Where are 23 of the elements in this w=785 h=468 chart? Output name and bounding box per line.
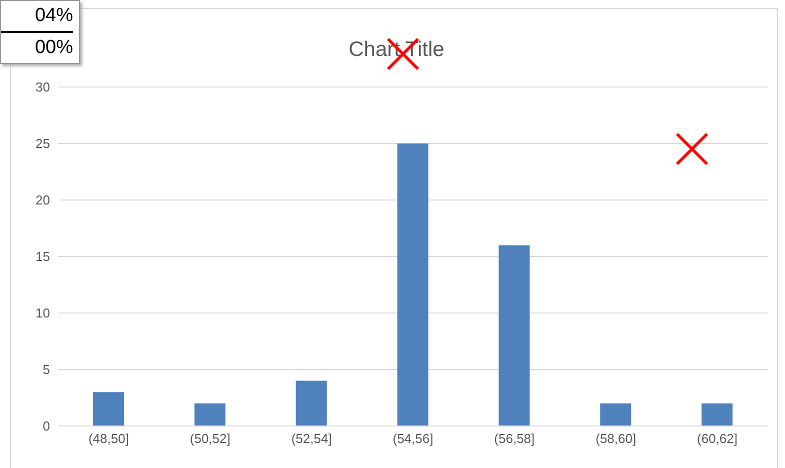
bar (702, 403, 733, 426)
y-tick-label: 30 (36, 80, 50, 95)
text: 00% (1, 31, 73, 63)
bar (296, 380, 327, 426)
x-tick-label: (58,60] (596, 431, 636, 446)
x-tick-label: (50,52] (190, 431, 230, 446)
y-tick-label: 10 (36, 306, 50, 321)
x-tick-label: (56,58] (494, 431, 535, 446)
bar (397, 144, 428, 426)
x-tick-label: (54,56] (392, 431, 434, 446)
x-tick-label: (52,54] (291, 431, 332, 446)
bar (194, 403, 226, 426)
y-tick-label: 5 (42, 362, 50, 378)
x-tick-label: (60,62] (697, 431, 738, 446)
y-tick-label: 25 (36, 136, 50, 152)
x-tick-label: (48,50] (88, 431, 129, 446)
y-tick-label: 20 (36, 192, 50, 208)
bar (600, 403, 632, 426)
text: 04% (34, 4, 73, 28)
y-tick-label: 0 (42, 418, 50, 434)
bar (93, 392, 124, 426)
y-tick-label: 15 (36, 249, 50, 264)
bar (498, 245, 530, 426)
